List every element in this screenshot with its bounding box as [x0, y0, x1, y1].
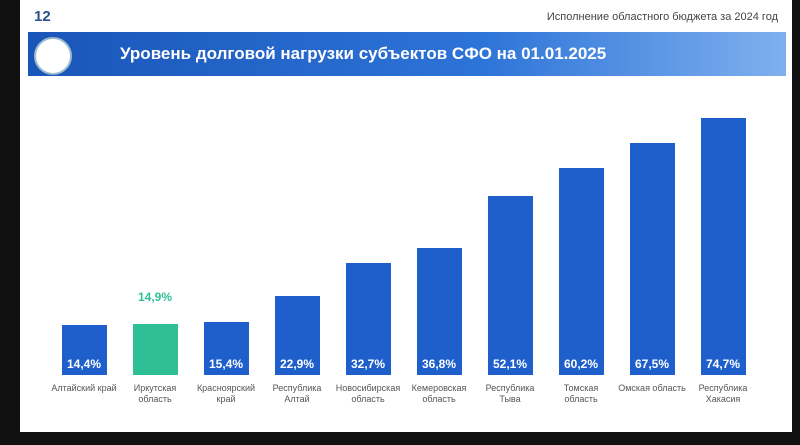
bar [61, 325, 107, 375]
x-tick-label: Иркутская область [133, 383, 177, 404]
x-tick-label: Красноярский край [196, 383, 256, 404]
value-label: 22,9% [279, 357, 315, 371]
bar [700, 118, 746, 375]
value-label: 52,1% [492, 357, 528, 371]
bar [132, 323, 178, 375]
bar [416, 248, 462, 375]
value-label: 60,2% [563, 357, 599, 371]
bar [203, 322, 249, 375]
bar [629, 142, 675, 375]
chart-title: Уровень долговой нагрузки субъектов СФО … [120, 44, 607, 63]
value-label: 14,9% [137, 289, 173, 304]
title-banner [28, 32, 786, 76]
plot: 14,4% Алтайский край 14,9% Иркутская област… [20, 0, 792, 432]
x-tick-label: Алтайский край [51, 383, 117, 393]
x-tick-label: Республика Тыва [485, 383, 535, 404]
value-label: 32,7% [350, 357, 386, 371]
emblem [34, 37, 72, 75]
value-label: 36,8% [421, 357, 457, 371]
value-label: 74,7% [705, 357, 741, 371]
bar [274, 296, 320, 375]
x-tick-label: Омская область [618, 383, 686, 393]
bar [558, 167, 604, 375]
bar [487, 195, 533, 375]
bar [345, 262, 391, 375]
header-note: Исполнение областного бюджета за 2024 го… [546, 11, 778, 23]
x-tick-label: Томская область [563, 383, 599, 404]
x-tick-label: Новосибирская область [335, 383, 401, 404]
slide: 12 Исполнение областного бюджета за 2024… [20, 0, 792, 432]
value-label: 15,4% [208, 357, 244, 371]
x-tick-label: Кемеровская область [411, 383, 467, 404]
value-label: 67,5% [634, 357, 670, 371]
slide-number: 12 [34, 8, 51, 25]
x-tick-label: Республика Алтай [272, 383, 322, 404]
value-label: 14,4% [66, 357, 102, 371]
x-tick-label: Республика Хакасия [698, 383, 748, 404]
